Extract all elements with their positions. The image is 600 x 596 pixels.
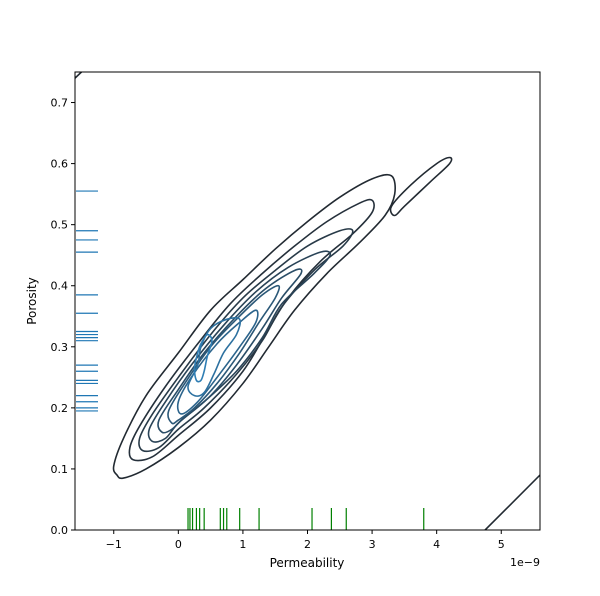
x-rug-marks bbox=[187, 508, 425, 530]
contour-lines bbox=[75, 72, 540, 530]
y-tick-label: 0.7 bbox=[51, 97, 69, 110]
plot-area-background bbox=[75, 72, 540, 530]
x-axis-ticks: −1 0 1 2 3 4 5 bbox=[106, 530, 505, 551]
contour-line-level-2 bbox=[138, 228, 354, 453]
x-offset-label: 1e−9 bbox=[510, 556, 540, 569]
y-axis-label: Porosity bbox=[25, 277, 39, 325]
y-tick-label: 0.0 bbox=[51, 524, 69, 537]
x-tick-label: 5 bbox=[498, 538, 505, 551]
y-tick-label: 0.2 bbox=[51, 402, 69, 415]
contour-line-level-0 bbox=[75, 72, 83, 79]
contour-line-level-5 bbox=[167, 284, 281, 425]
x-tick-label: 2 bbox=[304, 538, 311, 551]
y-rug-marks bbox=[76, 190, 98, 412]
contour-line-level-0 bbox=[112, 173, 396, 480]
x-tick-label: 1 bbox=[239, 538, 246, 551]
x-tick-label: 4 bbox=[433, 538, 440, 551]
contour-line-level-6 bbox=[176, 309, 259, 415]
contour-line-level-0 bbox=[484, 474, 540, 530]
y-tick-label: 0.4 bbox=[51, 280, 69, 293]
contour-line-level-1 bbox=[128, 198, 375, 462]
y-tick-label: 0.3 bbox=[51, 341, 69, 354]
y-axis-ticks: 0.0 0.1 0.2 0.3 0.4 0.5 0.6 0.7 bbox=[51, 97, 75, 537]
x-tick-label: −1 bbox=[106, 538, 122, 551]
contour-line-level-7 bbox=[187, 316, 242, 397]
y-tick-label: 0.6 bbox=[51, 158, 69, 171]
x-tick-label: 3 bbox=[369, 538, 376, 551]
y-tick-label: 0.1 bbox=[51, 463, 69, 476]
contour-line-level-4 bbox=[157, 268, 303, 434]
y-tick-label: 0.5 bbox=[51, 219, 69, 232]
contour-line-level-8 bbox=[193, 333, 213, 383]
contour-line-level-0 bbox=[389, 156, 453, 217]
x-tick-label: 0 bbox=[175, 538, 182, 551]
x-axis-label: Permeability bbox=[270, 556, 345, 570]
